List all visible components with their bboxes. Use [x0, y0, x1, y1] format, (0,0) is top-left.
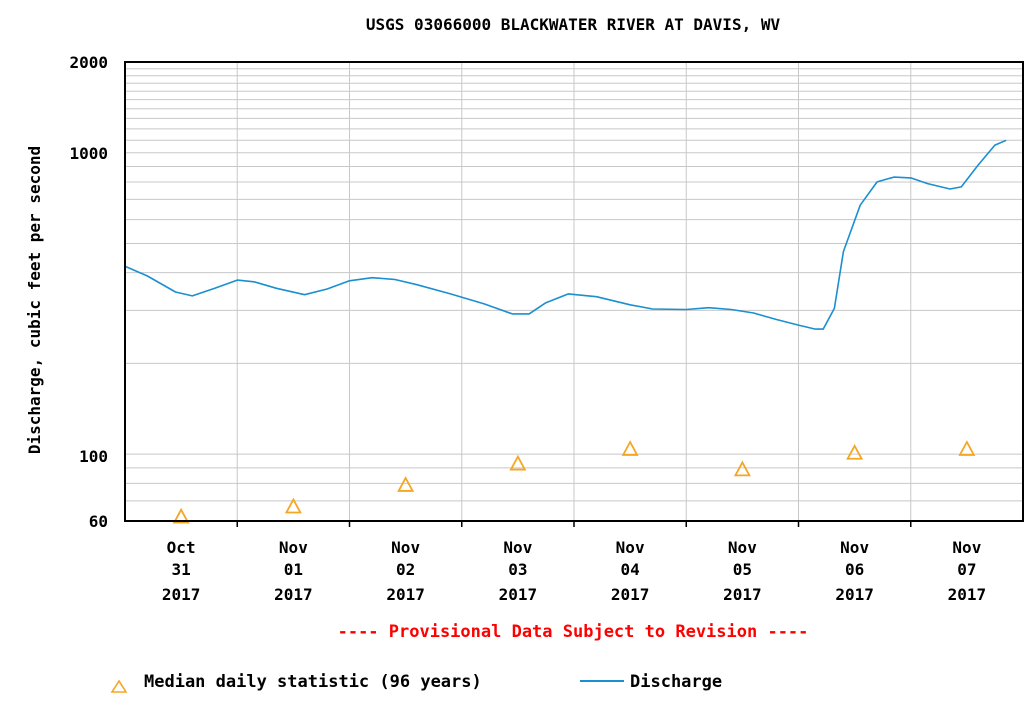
plot-frame — [124, 61, 1024, 522]
x-tick-label-date: 01 — [284, 560, 303, 579]
x-tick-label-date: 04 — [620, 560, 639, 579]
y-tick-label-1000: 1000 — [69, 144, 108, 163]
legend-triangle-icon — [110, 679, 128, 693]
median-marker — [284, 497, 302, 514]
discharge-line — [124, 139, 1007, 330]
y-tick-label-100: 100 — [79, 447, 108, 466]
x-axis-ticks: Oct 31 2017 Nov 01 2017 Nov 02 2017 Nov 03 2017 Nov 0… — [162, 538, 986, 604]
x-tick-label-date: 03 — [508, 560, 527, 579]
x-tick-label-month: Nov — [391, 538, 420, 557]
legend-discharge-label: Discharge — [630, 672, 722, 692]
median-marker — [397, 476, 415, 492]
legend: Median daily statistic (96 years) Discha… — [110, 672, 722, 693]
x-tick-label-year: 2017 — [499, 585, 538, 604]
median-marker — [733, 460, 751, 477]
x-tick-label-year: 2017 — [386, 585, 425, 604]
x-tick-label-date: 07 — [957, 560, 976, 579]
x-tick-label-year: 2017 — [162, 585, 201, 604]
median-statistic-series — [172, 440, 976, 524]
y-axis-label: Discharge, cubic feet per second — [25, 146, 44, 454]
x-tick-label-month: Nov — [840, 538, 869, 557]
provisional-data-note: ---- Provisional Data Subject to Revisio… — [338, 622, 809, 642]
median-marker — [172, 507, 190, 524]
x-tick-label-year: 2017 — [835, 585, 874, 604]
y-tick-label-2000: 2000 — [69, 53, 108, 72]
chart-title: USGS 03066000 BLACKWATER RIVER AT DAVIS,… — [366, 15, 781, 34]
median-marker — [509, 454, 527, 471]
legend-median-label: Median daily statistic (96 years) — [144, 672, 482, 692]
x-tick-label-month: Nov — [952, 538, 981, 557]
discharge-series — [124, 139, 1007, 330]
x-tick-label-month: Nov — [503, 538, 532, 557]
x-tick-label-date: 02 — [396, 560, 415, 579]
x-tick-label-month: Nov — [728, 538, 757, 557]
x-tick-label-date: 06 — [845, 560, 864, 579]
x-tick-label-date: 31 — [171, 560, 190, 579]
x-tick-label-month: Oct — [167, 538, 196, 557]
x-tick-label-month: Nov — [616, 538, 645, 557]
median-marker — [846, 443, 864, 460]
median-marker — [958, 440, 976, 456]
x-tick-label-year: 2017 — [948, 585, 987, 604]
x-tick-label-year: 2017 — [723, 585, 762, 604]
x-tick-label-date: 05 — [733, 560, 752, 579]
x-tick-label-year: 2017 — [274, 585, 313, 604]
x-tick-label-year: 2017 — [611, 585, 650, 604]
x-tick-label-month: Nov — [279, 538, 308, 557]
median-marker — [621, 440, 639, 456]
gridlines — [125, 62, 1023, 527]
y-tick-label-60: 60 — [89, 512, 108, 531]
